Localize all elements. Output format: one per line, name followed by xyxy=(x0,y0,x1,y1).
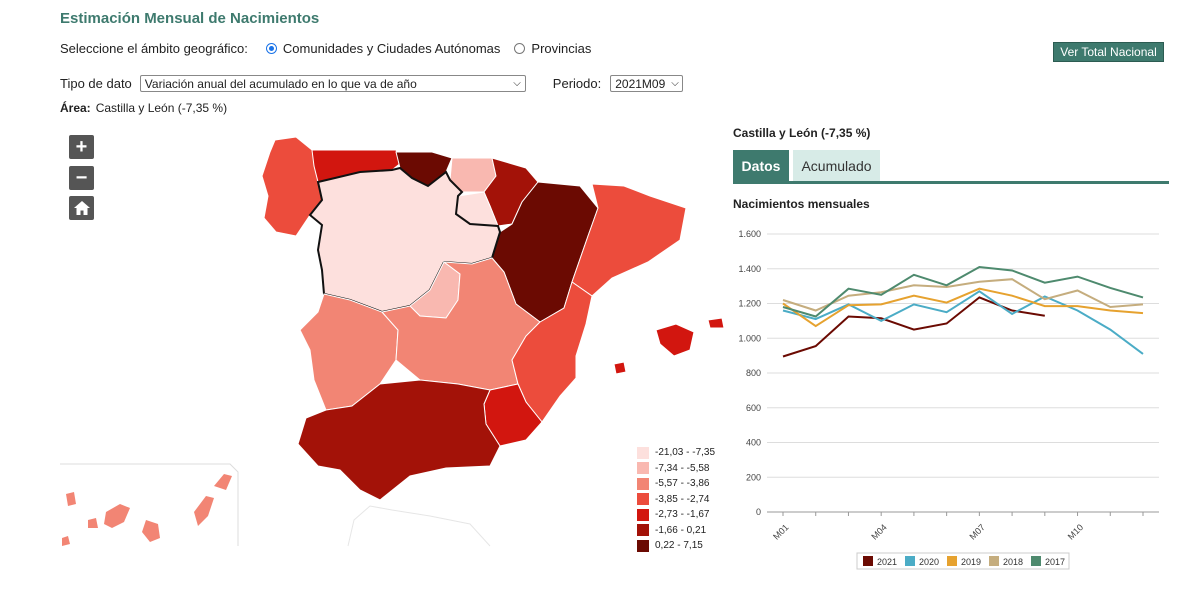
area-info: Área: Castilla y León (-7,35 %) xyxy=(60,101,227,115)
chart-legend: 2021 2020 2019 2018 2017 xyxy=(856,552,1070,570)
legend-swatch xyxy=(637,477,649,490)
legend-label: -2,73 - -1,67 xyxy=(655,509,710,521)
y-tick-label: 400 xyxy=(746,438,761,448)
legend-label: -1,66 - 0,21 xyxy=(655,524,707,536)
legend-swatch xyxy=(863,556,873,566)
legend-item: -5,57 - -3,86 xyxy=(637,476,715,492)
legend-label: -5,57 - -3,86 xyxy=(655,478,710,490)
tab-datos[interactable]: Datos xyxy=(733,150,789,181)
chevron-down-icon: ⌵ xyxy=(671,78,679,89)
x-tick-label: M07 xyxy=(968,522,987,541)
scope-label: Seleccione el ámbito geográfico: xyxy=(60,41,248,56)
legend-item: -1,66 - 0,21 xyxy=(637,523,715,539)
region-cataluna[interactable] xyxy=(571,183,687,297)
area-label: Área: xyxy=(60,101,91,115)
x-tick-label: M10 xyxy=(1066,522,1085,541)
legend-swatch xyxy=(637,493,649,506)
scope-option-provinces[interactable]: Provincias xyxy=(531,41,592,56)
legend-swatch xyxy=(637,524,649,537)
periodo-select[interactable]: 2021M09 ⌵ xyxy=(610,75,684,92)
tab-acumulado[interactable]: Acumulado xyxy=(793,150,880,181)
legend-label: 2021 xyxy=(877,557,897,567)
scope-radio-communities[interactable] xyxy=(265,43,277,54)
legend-item: 0,22 - 7,15 xyxy=(637,538,715,554)
scope-option-communities[interactable]: Comunidades y Ciudades Autónomas xyxy=(282,41,501,56)
filters-row: Tipo de dato Variación anual del acumula… xyxy=(60,75,684,92)
legend-label: -21,03 - -7,35 xyxy=(655,447,716,459)
births-line-chart: 0 200 400 600 800 1.000 1.200 1.400 1.600 M01 M04 M… xyxy=(738,229,1159,570)
tipo-select[interactable]: Variación anual del acumulado en lo que … xyxy=(139,75,526,92)
home-button[interactable] xyxy=(69,196,94,220)
tipo-select-value: Variación anual del acumulado en lo que … xyxy=(144,76,417,91)
region-canarias-4[interactable] xyxy=(104,504,130,528)
region-canarias-7[interactable] xyxy=(214,474,232,490)
page-title: Estimación Mensual de Nacimientos xyxy=(60,10,320,27)
series-line-2018 xyxy=(782,278,1144,312)
region-canarias-3[interactable] xyxy=(88,518,98,528)
region-baleares-ibiza[interactable] xyxy=(613,361,627,375)
region-canarias-6[interactable] xyxy=(194,496,214,526)
series-line-2019 xyxy=(782,287,1144,328)
legend-label: 2017 xyxy=(1045,557,1065,567)
y-tick-label: 1.200 xyxy=(738,299,761,309)
region-canarias-5[interactable] xyxy=(142,520,160,542)
series-line-2017 xyxy=(782,265,1144,318)
map-legend: -21,03 - -7,35 -7,34 - -5,58 -5,57 - -3,… xyxy=(637,445,715,554)
y-tick-label: 200 xyxy=(746,472,761,482)
canarias-inset-frame xyxy=(60,463,239,546)
chevron-down-icon: ⌵ xyxy=(513,78,521,89)
national-total-button[interactable]: Ver Total Nacional xyxy=(1053,42,1164,62)
region-canarias-1[interactable] xyxy=(66,492,76,506)
scope-selector: Seleccione el ámbito geográfico: Comunid… xyxy=(60,41,591,56)
legend-swatch xyxy=(637,539,649,552)
chart-heading: Nacimientos mensuales xyxy=(733,197,870,211)
legend-item: -2,73 - -1,67 xyxy=(637,507,715,523)
legend-label: 2019 xyxy=(961,557,981,567)
region-andalucia[interactable] xyxy=(297,379,501,501)
home-icon xyxy=(73,201,90,215)
zoom-in-button[interactable]: + xyxy=(69,135,94,159)
legend-swatch xyxy=(947,556,957,566)
legend-label: 0,22 - 7,15 xyxy=(655,540,703,552)
region-baleares-menorca[interactable] xyxy=(707,317,725,329)
y-tick-label: 800 xyxy=(746,368,761,378)
series-line-2021 xyxy=(782,296,1045,358)
x-tick-label: M01 xyxy=(771,522,790,541)
tipo-label: Tipo de dato xyxy=(60,76,132,91)
legend-swatch xyxy=(637,462,649,475)
legend-label: -3,85 - -2,74 xyxy=(655,493,710,505)
legend-label: 2018 xyxy=(1003,557,1023,567)
panel-title: Castilla y León (-7,35 %) xyxy=(733,126,871,140)
y-tick-label: 1.000 xyxy=(738,333,761,343)
region-valencia[interactable] xyxy=(511,281,593,423)
legend-item: -3,85 - -2,74 xyxy=(637,492,715,508)
region-baleares-mallorca[interactable] xyxy=(655,323,695,357)
y-tick-label: 600 xyxy=(746,403,761,413)
region-africa-outline xyxy=(347,505,491,547)
x-tick-label: M04 xyxy=(869,522,888,541)
y-tick-label: 1.600 xyxy=(738,229,761,239)
legend-label: 2020 xyxy=(919,557,939,567)
panel-tabs: Datos Acumulado xyxy=(733,150,1169,184)
legend-swatch xyxy=(637,508,649,521)
series-line-2020 xyxy=(782,290,1144,355)
periodo-select-value: 2021M09 xyxy=(615,76,666,91)
legend-item: -7,34 - -5,58 xyxy=(637,461,715,477)
legend-item: -21,03 - -7,35 xyxy=(637,445,715,461)
legend-swatch xyxy=(1031,556,1041,566)
zoom-out-button[interactable]: − xyxy=(69,166,94,190)
scope-radio-provinces[interactable] xyxy=(514,43,526,54)
y-tick-label: 1.400 xyxy=(738,264,761,274)
area-value: Castilla y León (-7,35 %) xyxy=(95,101,228,115)
periodo-label: Periodo: xyxy=(552,76,602,91)
region-canarias-2[interactable] xyxy=(62,536,70,546)
legend-label: -7,34 - -5,58 xyxy=(655,462,710,474)
legend-swatch xyxy=(989,556,999,566)
region-castilla-y-leon[interactable] xyxy=(308,166,502,314)
y-tick-label: 0 xyxy=(756,507,761,517)
legend-swatch xyxy=(637,446,649,459)
legend-swatch xyxy=(905,556,915,566)
region-navarra[interactable] xyxy=(483,157,539,227)
